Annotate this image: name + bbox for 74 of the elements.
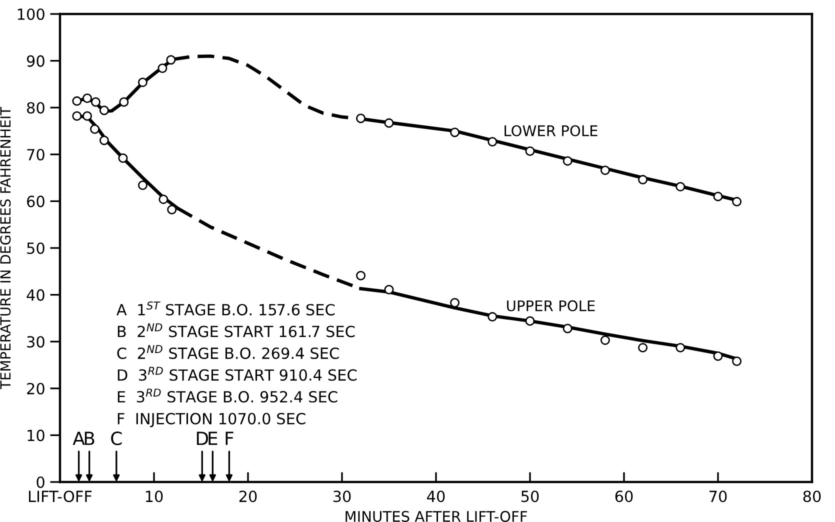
- point: [638, 342, 648, 352]
- point: [713, 192, 723, 202]
- x-tick-label: 10: [146, 490, 163, 502]
- point: [562, 156, 572, 166]
- annotation: E: [208, 432, 218, 445]
- y-tick-label: 30: [27, 336, 44, 348]
- annotation: C: [111, 432, 122, 446]
- point: [167, 204, 177, 214]
- point: [732, 356, 742, 366]
- x-tick-label: 60: [615, 490, 633, 502]
- x-tick-label: 30: [333, 490, 351, 502]
- point: [638, 174, 648, 184]
- annotation: D: [196, 432, 208, 445]
- annotation: F INJECTION 1070.0 SEC: [118, 412, 306, 428]
- y-tick-label: 90: [26, 55, 44, 67]
- point: [384, 284, 394, 294]
- annotation: B 2$^{ND}$ STAGE START 161.7 SEC: [118, 323, 355, 338]
- point: [600, 166, 610, 176]
- x-tick-label: LIFT-OFF: [28, 490, 92, 502]
- x-tick-label: 40: [427, 490, 445, 502]
- y-tick-label: 0: [36, 476, 44, 488]
- point: [158, 194, 168, 204]
- point: [90, 124, 100, 134]
- point: [119, 97, 129, 107]
- y-tick-label: 70: [27, 148, 44, 160]
- point: [356, 114, 366, 124]
- point: [99, 136, 109, 146]
- point: [600, 335, 610, 345]
- point: [158, 64, 168, 74]
- point: [356, 270, 366, 280]
- y-axis-title: TEMPERATURE IN DEGREES FAHRENHEIT: [0, 106, 11, 390]
- x-tick-label: 50: [521, 490, 539, 502]
- x-tick-label: 70: [710, 490, 727, 502]
- y-tick-label: 80: [27, 102, 44, 114]
- annotation: A: [72, 432, 85, 445]
- point: [488, 312, 498, 322]
- point: [90, 97, 100, 107]
- y-tick-label: 20: [27, 382, 44, 394]
- point: [713, 351, 723, 361]
- x-tick-label: 80: [803, 490, 821, 502]
- x-tick-label: 20: [239, 490, 257, 502]
- annotation: F: [226, 432, 234, 445]
- y-tick-label: 60: [27, 196, 44, 208]
- point: [525, 316, 535, 326]
- annotation: C 2$^{ND}$ STAGE B.O. 269.4 SEC: [117, 345, 339, 360]
- annotation: A 1$^{ST}$ STAGE B.O. 157.6 SEC: [116, 301, 335, 316]
- point: [525, 146, 535, 156]
- y-tick-label: 50: [27, 242, 44, 254]
- point: [384, 118, 394, 128]
- point: [82, 93, 92, 103]
- point: [118, 153, 128, 163]
- point: [99, 106, 109, 116]
- point: [676, 182, 686, 192]
- annotation: E 3$^{RD}$ STAGE B.O. 952.4 SEC: [118, 388, 338, 403]
- point: [166, 55, 176, 65]
- x-axis-title: MINUTES AFTER LIFT-OFF: [346, 510, 527, 522]
- point: [450, 298, 460, 308]
- point: [488, 137, 498, 147]
- point: [82, 111, 92, 121]
- point: [138, 180, 148, 190]
- point: [450, 128, 460, 138]
- series-label: UPPER POLE: [507, 300, 595, 312]
- y-tick-label: 10: [28, 430, 44, 442]
- annotation: D 3$^{RD}$ STAGE START 910.4 SEC: [118, 366, 357, 381]
- point: [562, 324, 572, 334]
- point: [676, 342, 686, 352]
- y-tick-label: 40: [26, 289, 44, 301]
- series-label: LOWER POLE: [504, 125, 598, 136]
- y-tick-label: 100: [18, 8, 44, 20]
- point: [72, 111, 82, 121]
- annotation: B: [84, 432, 94, 445]
- point: [72, 96, 82, 106]
- point: [732, 196, 742, 206]
- point: [138, 78, 148, 88]
